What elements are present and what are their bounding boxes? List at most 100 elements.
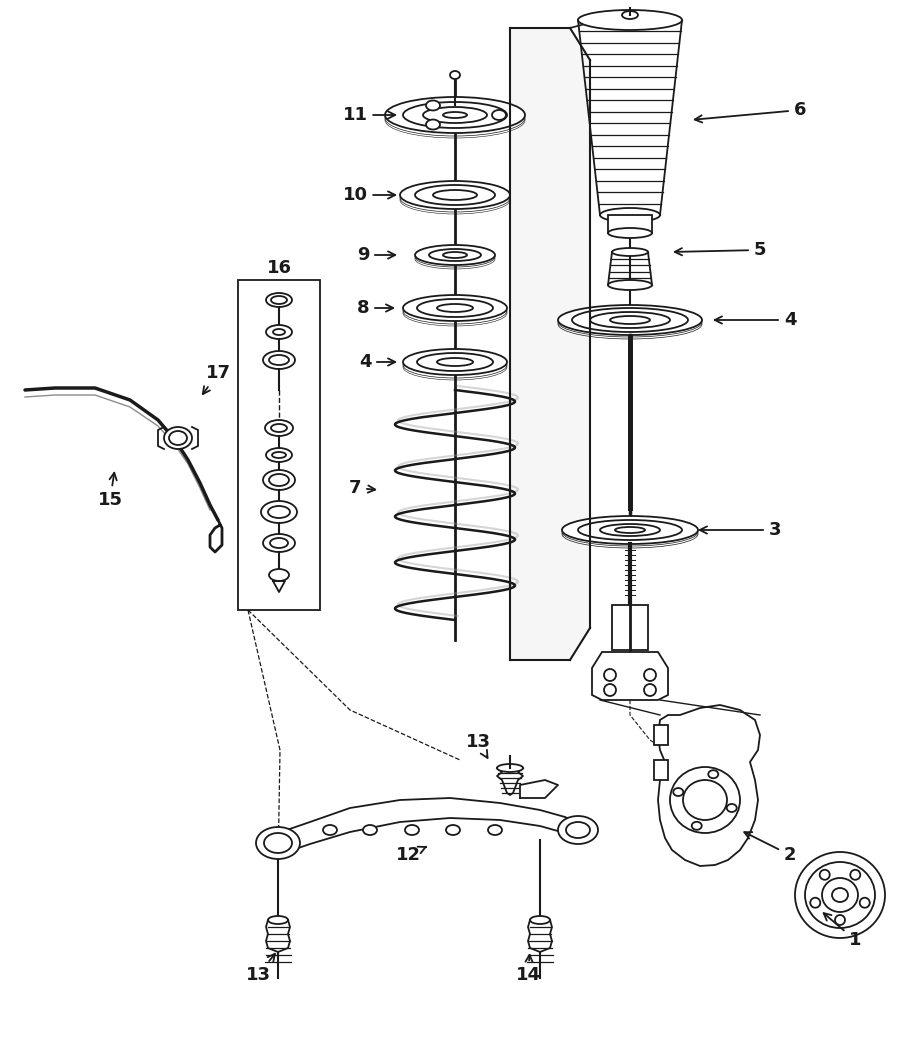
- Ellipse shape: [263, 470, 295, 490]
- Ellipse shape: [562, 516, 698, 544]
- Ellipse shape: [832, 887, 848, 902]
- Ellipse shape: [446, 825, 460, 835]
- Ellipse shape: [673, 788, 683, 796]
- Polygon shape: [592, 652, 668, 700]
- Ellipse shape: [403, 102, 507, 128]
- Ellipse shape: [692, 822, 702, 829]
- FancyBboxPatch shape: [654, 760, 668, 780]
- Ellipse shape: [820, 870, 830, 880]
- Polygon shape: [658, 705, 760, 866]
- Text: 9: 9: [357, 246, 395, 264]
- Ellipse shape: [415, 185, 495, 204]
- FancyBboxPatch shape: [612, 605, 648, 650]
- Ellipse shape: [612, 248, 648, 256]
- Text: 8: 8: [357, 299, 393, 317]
- Ellipse shape: [450, 71, 460, 79]
- Ellipse shape: [268, 916, 288, 924]
- Ellipse shape: [400, 181, 510, 209]
- Ellipse shape: [271, 296, 287, 304]
- Text: 6: 6: [695, 101, 806, 122]
- Ellipse shape: [488, 825, 502, 835]
- Ellipse shape: [670, 767, 740, 834]
- Ellipse shape: [683, 780, 727, 820]
- Text: 3: 3: [700, 521, 781, 539]
- Ellipse shape: [385, 97, 525, 133]
- Ellipse shape: [558, 305, 702, 335]
- Text: 16: 16: [267, 260, 291, 277]
- Ellipse shape: [608, 228, 652, 238]
- Ellipse shape: [417, 353, 493, 371]
- Ellipse shape: [266, 325, 292, 339]
- Ellipse shape: [263, 351, 295, 368]
- Ellipse shape: [256, 827, 300, 859]
- Ellipse shape: [708, 770, 718, 778]
- Ellipse shape: [269, 474, 289, 486]
- Ellipse shape: [261, 501, 297, 523]
- Ellipse shape: [443, 112, 467, 118]
- Ellipse shape: [426, 101, 440, 110]
- Text: 12: 12: [396, 846, 426, 864]
- Ellipse shape: [795, 852, 885, 938]
- Ellipse shape: [269, 569, 289, 581]
- Ellipse shape: [415, 245, 495, 265]
- Ellipse shape: [405, 825, 419, 835]
- Ellipse shape: [265, 420, 293, 436]
- Ellipse shape: [164, 427, 192, 449]
- Ellipse shape: [644, 684, 656, 696]
- Text: 2: 2: [745, 832, 796, 864]
- Text: 17: 17: [202, 364, 231, 394]
- Ellipse shape: [169, 431, 187, 445]
- Ellipse shape: [269, 355, 289, 365]
- Ellipse shape: [622, 11, 638, 19]
- Ellipse shape: [600, 208, 660, 222]
- Ellipse shape: [726, 804, 736, 812]
- Ellipse shape: [492, 110, 506, 120]
- Ellipse shape: [363, 825, 377, 835]
- Ellipse shape: [615, 527, 645, 532]
- Text: 13: 13: [466, 733, 490, 758]
- Ellipse shape: [266, 293, 292, 307]
- Ellipse shape: [263, 534, 295, 552]
- Ellipse shape: [273, 329, 285, 335]
- Text: 13: 13: [245, 954, 275, 984]
- Ellipse shape: [805, 862, 875, 928]
- Ellipse shape: [266, 448, 292, 462]
- Ellipse shape: [437, 304, 473, 312]
- Ellipse shape: [604, 684, 616, 696]
- Ellipse shape: [530, 916, 550, 924]
- Ellipse shape: [810, 898, 820, 907]
- Ellipse shape: [610, 316, 650, 324]
- Ellipse shape: [600, 524, 660, 536]
- Text: 4: 4: [715, 311, 796, 329]
- Text: 7: 7: [349, 479, 375, 497]
- Polygon shape: [510, 28, 590, 660]
- Ellipse shape: [426, 119, 440, 130]
- Ellipse shape: [271, 424, 287, 432]
- Ellipse shape: [558, 816, 598, 844]
- Polygon shape: [278, 798, 576, 855]
- Ellipse shape: [443, 252, 467, 258]
- Ellipse shape: [429, 249, 481, 261]
- Ellipse shape: [608, 280, 652, 290]
- Ellipse shape: [644, 670, 656, 681]
- Text: 1: 1: [824, 913, 862, 949]
- Ellipse shape: [270, 538, 288, 548]
- Ellipse shape: [403, 349, 507, 375]
- Ellipse shape: [850, 870, 860, 880]
- FancyBboxPatch shape: [608, 215, 652, 233]
- Text: 5: 5: [675, 241, 766, 260]
- Ellipse shape: [264, 834, 292, 853]
- Ellipse shape: [437, 358, 473, 366]
- Ellipse shape: [497, 764, 523, 772]
- Ellipse shape: [578, 10, 682, 30]
- Ellipse shape: [860, 898, 870, 907]
- Ellipse shape: [423, 107, 487, 122]
- Ellipse shape: [272, 452, 286, 458]
- Ellipse shape: [433, 190, 477, 200]
- FancyBboxPatch shape: [654, 725, 668, 745]
- Ellipse shape: [323, 825, 337, 835]
- Ellipse shape: [578, 520, 682, 540]
- Ellipse shape: [604, 670, 616, 681]
- Ellipse shape: [403, 295, 507, 321]
- Ellipse shape: [417, 299, 493, 317]
